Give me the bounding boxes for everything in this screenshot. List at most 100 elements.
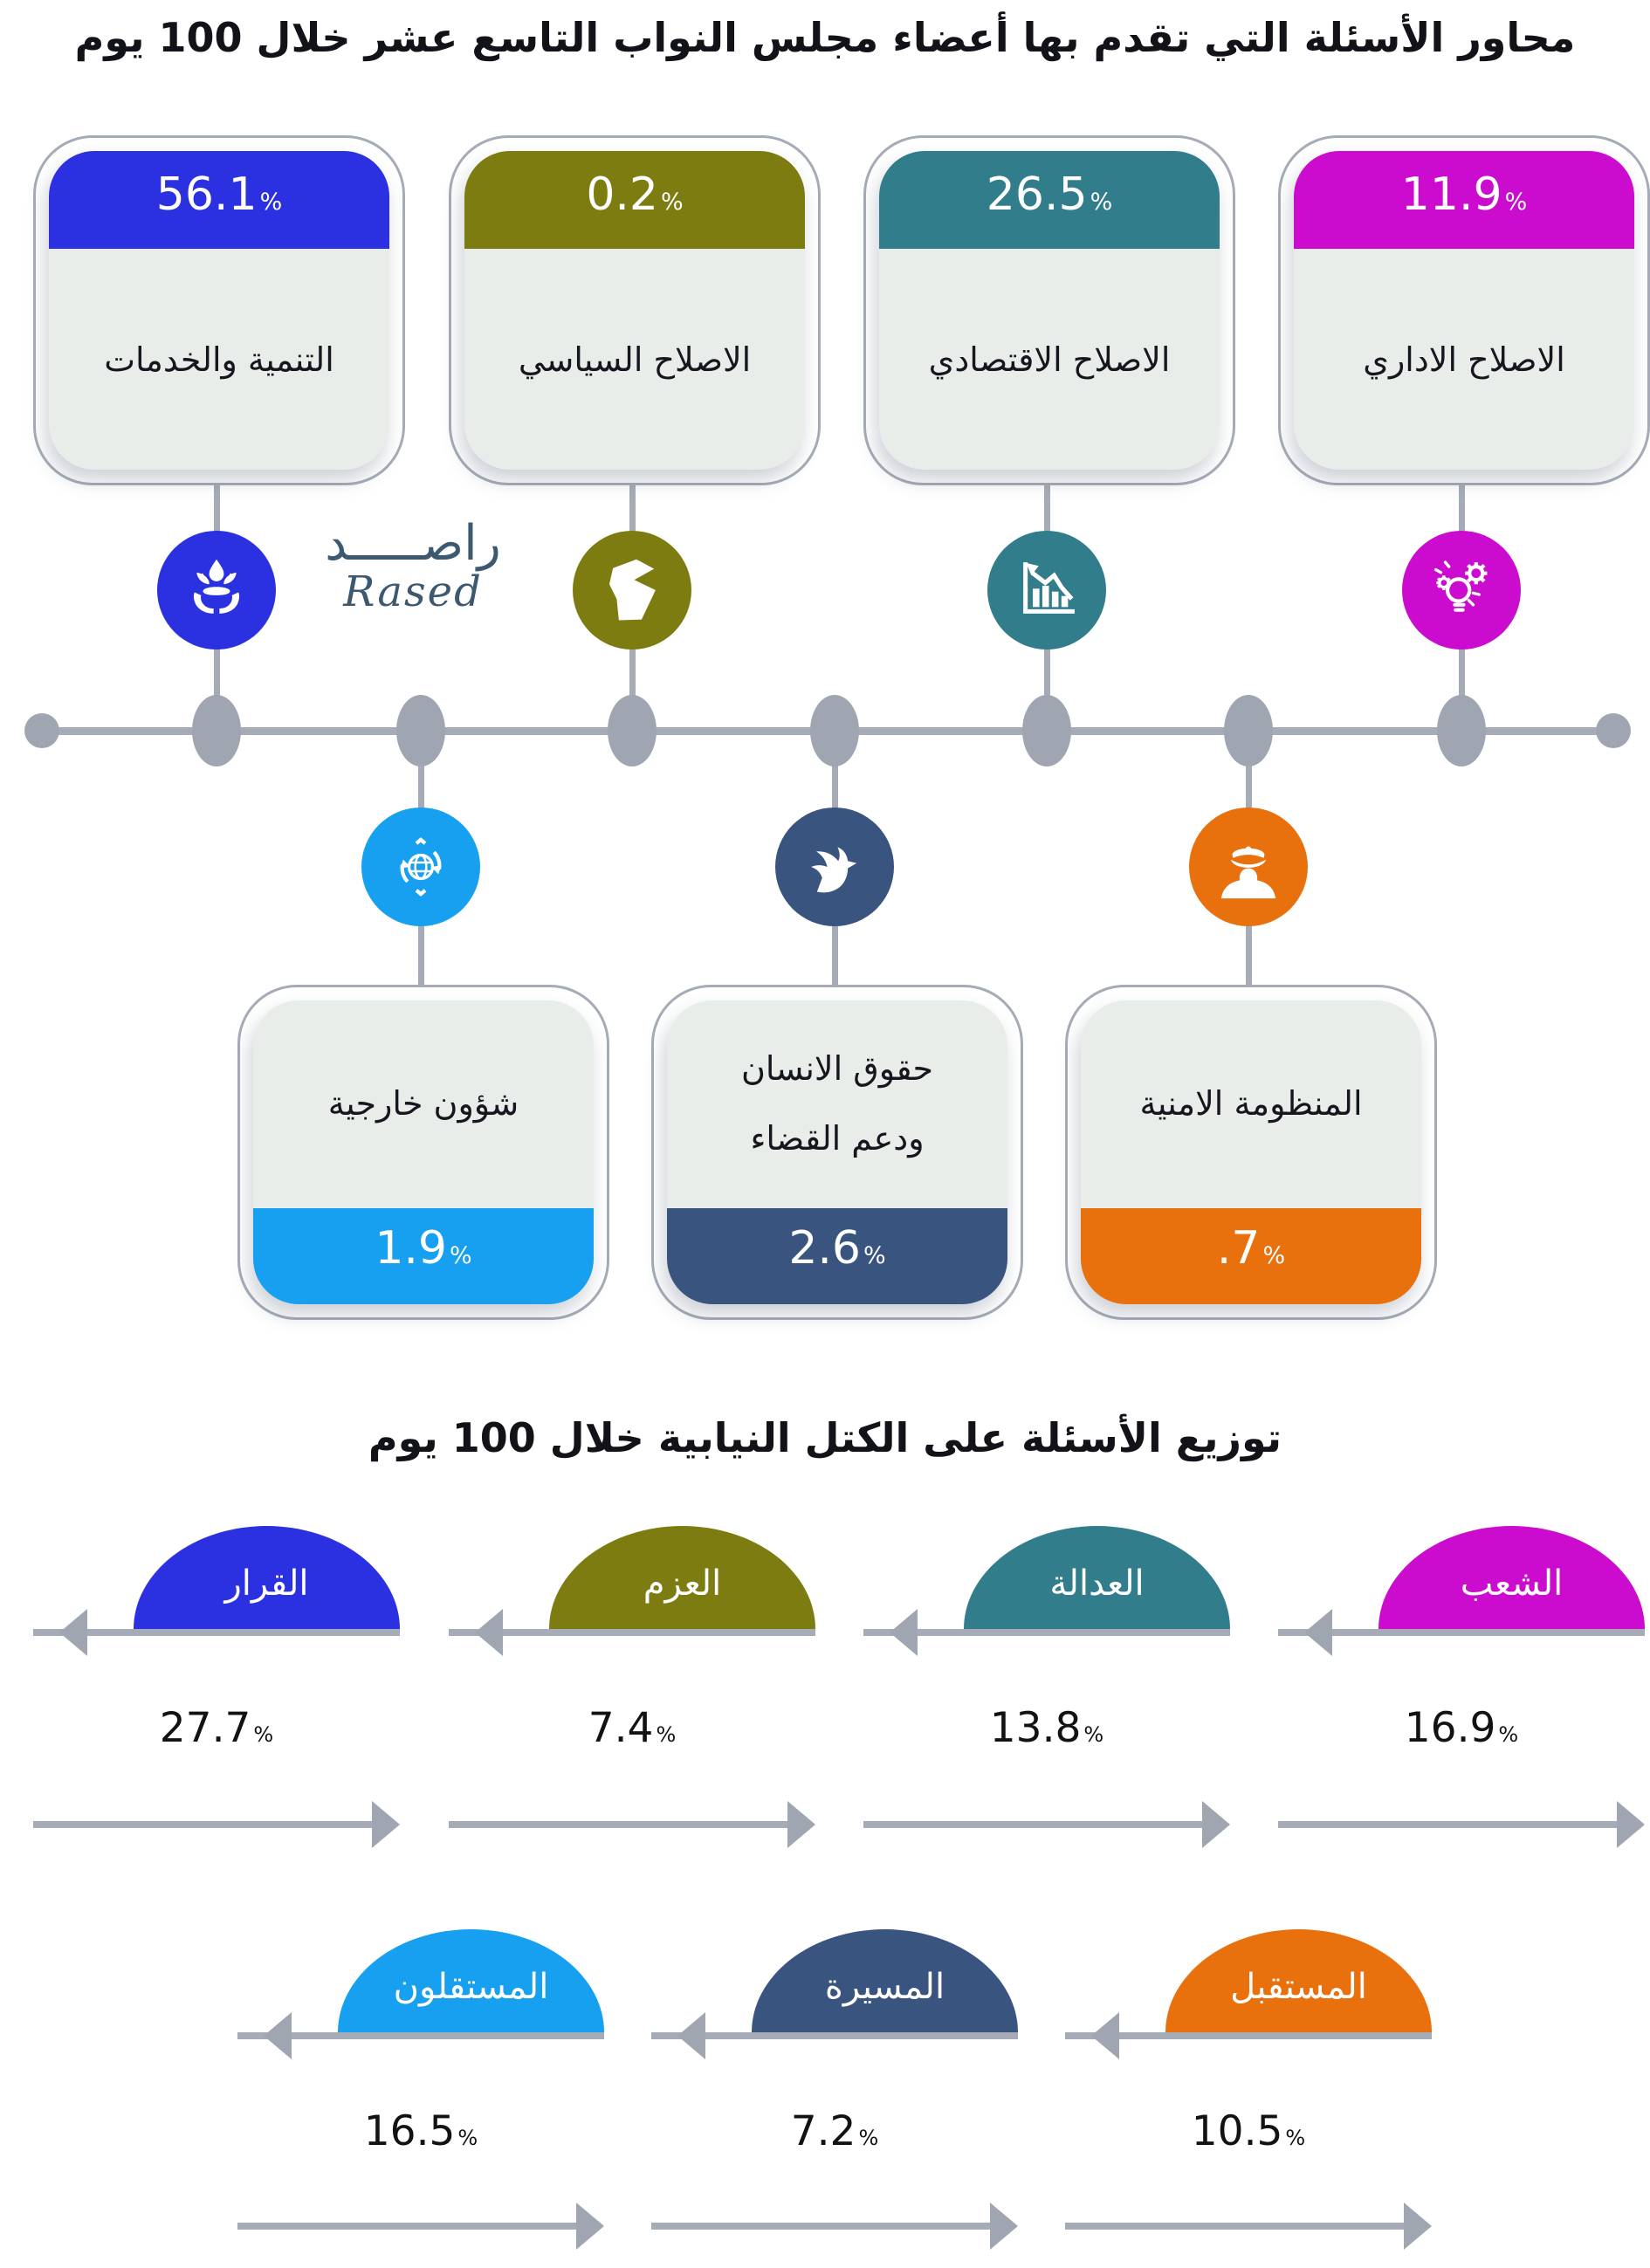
topic-label: المنظومة الامنية <box>1081 1000 1421 1208</box>
bloc-baseline <box>1278 1629 1645 1636</box>
topic-percentage: 1.9 <box>375 1222 448 1275</box>
topic-percentage: 11.9 <box>1400 168 1502 221</box>
dove-icon <box>775 808 894 926</box>
bloc-name: المستقلون <box>393 1967 549 2007</box>
idea-gears-icon <box>1402 531 1521 649</box>
timeline-dot <box>192 695 241 766</box>
topic-card-body: 56.1% التنمية والخدمات <box>49 151 389 470</box>
topic-label-line: ودعم القضاء <box>750 1119 925 1158</box>
percent-sign: % <box>1498 1722 1519 1747</box>
bloc-baseline <box>863 1629 1230 1636</box>
section1-title: محاور الأسئلة التي تقدم بها أعضاء مجلس ا… <box>74 14 1576 61</box>
bloc-percentage-value: 27.7 <box>159 1704 251 1752</box>
bloc-baseline <box>651 2032 1018 2039</box>
left-arrow-icon <box>677 2012 705 2059</box>
rased-logo-latin: Rased <box>343 567 483 616</box>
bloc-name: الشعب <box>1460 1564 1564 1604</box>
timeline-end-dot <box>1596 713 1631 748</box>
bloc-dome-adala: العدالة <box>964 1526 1230 1629</box>
divider-arrow-line <box>1065 2223 1406 2230</box>
divider-arrow-line <box>237 2223 578 2230</box>
topic-label: التنمية والخدمات <box>104 340 334 379</box>
bloc-baseline <box>1065 2032 1432 2039</box>
bloc-name: العدالة <box>1049 1564 1145 1604</box>
right-arrow-icon <box>1617 1801 1645 1848</box>
topic-card-body: المنظومة الامنية .7% <box>1081 1000 1421 1304</box>
right-arrow-icon <box>576 2203 604 2250</box>
bloc-percentage-value: 13.8 <box>989 1704 1082 1752</box>
percent-sign: % <box>1262 1242 1286 1269</box>
bloc-dome-mustaqillun: المستقلون <box>338 1929 604 2032</box>
bloc-dome-shaab: الشعب <box>1378 1526 1645 1629</box>
bloc-name: القرار <box>224 1564 309 1604</box>
topic-percentage: 56.1 <box>155 168 258 221</box>
section2-title: توزيع الأسئلة على الكتل النيابية خلال 10… <box>368 1414 1282 1461</box>
percent-sign: % <box>863 1242 886 1269</box>
timeline-dot <box>608 695 657 766</box>
right-arrow-icon <box>372 1801 400 1848</box>
percent-sign: % <box>1504 189 1528 216</box>
topic-card-footer: 1.9% <box>253 1208 594 1304</box>
topic-label-line: شؤون خارجية <box>327 1084 519 1124</box>
topic-card-economic-reform: 26.5% الاصلاح الاقتصادي <box>863 135 1235 485</box>
percent-sign: % <box>1285 2126 1306 2150</box>
timeline-dot <box>810 695 859 766</box>
bloc-dome-masira: المسيرة <box>752 1929 1018 2032</box>
topic-percentage: .7 <box>1216 1222 1261 1275</box>
right-arrow-icon <box>1404 2203 1432 2250</box>
topic-percentage: 26.5 <box>986 168 1088 221</box>
topic-percentage: 2.6 <box>788 1222 862 1275</box>
timeline-end-dot <box>24 713 59 748</box>
bloc-dome-qarar: القرار <box>134 1526 400 1629</box>
topic-label-line: المنظومة الامنية <box>1139 1084 1363 1124</box>
topic-card-human-rights: حقوق الانسان ودعم القضاء 2.6% <box>651 985 1023 1320</box>
divider-arrow-line <box>33 1821 374 1828</box>
jordan-map-icon <box>573 531 691 649</box>
divider-arrow-line <box>863 1821 1204 1828</box>
percent-sign: % <box>450 1242 472 1269</box>
percent-sign: % <box>858 2126 879 2150</box>
bloc-percentage: 16.5% <box>237 2111 604 2152</box>
divider-arrow-line <box>449 1821 789 1828</box>
percent-sign: % <box>656 1722 677 1747</box>
topic-label: الاصلاح السياسي <box>518 340 752 379</box>
timeline-dot <box>1022 695 1071 766</box>
bloc-name: المسيرة <box>824 1967 945 2007</box>
divider-arrow-line <box>651 2223 992 2230</box>
bloc-percentage-value: 16.5 <box>363 2107 456 2155</box>
topic-card-body: 0.2% الاصلاح السياسي <box>464 151 805 470</box>
rased-logo-arabic: راصـــــد <box>325 515 501 572</box>
bloc-percentage: 27.7% <box>33 1708 400 1749</box>
bloc-percentage: 7.2% <box>651 2111 1018 2152</box>
left-arrow-icon <box>890 1609 918 1656</box>
left-arrow-icon <box>1304 1609 1332 1656</box>
divider-arrow-line <box>1278 1821 1619 1828</box>
topic-label: الاصلاح الاداري <box>1363 340 1565 379</box>
bloc-baseline <box>237 2032 604 2039</box>
topic-card-header: 11.9% <box>1294 151 1634 249</box>
bloc-percentage-value: 16.9 <box>1404 1704 1496 1752</box>
percent-sign: % <box>259 189 283 216</box>
bloc-percentage-value: 7.2 <box>790 2107 856 2155</box>
percent-sign: % <box>1083 1722 1104 1747</box>
topic-label: شؤون خارجية <box>253 1000 594 1208</box>
topic-card-footer: 2.6% <box>667 1208 1007 1304</box>
bloc-percentage: 10.5% <box>1065 2111 1432 2152</box>
topic-card-administrative-reform: 11.9% الاصلاح الاداري <box>1278 135 1650 485</box>
timeline-dot <box>396 695 445 766</box>
bloc-dome-azm: العزم <box>549 1526 815 1629</box>
topic-card-development: 56.1% التنمية والخدمات <box>33 135 405 485</box>
percent-sign: % <box>457 2126 478 2150</box>
topic-card-body: 11.9% الاصلاح الاداري <box>1294 151 1634 470</box>
bloc-percentage: 7.4% <box>449 1708 815 1749</box>
topic-card-body: شؤون خارجية 1.9% <box>253 1000 594 1304</box>
bloc-percentage: 16.9% <box>1278 1708 1645 1749</box>
right-arrow-icon <box>787 1801 815 1848</box>
topic-label: حقوق الانسان ودعم القضاء <box>667 1000 1007 1208</box>
topic-label: الاصلاح الاقتصادي <box>928 340 1171 379</box>
topic-card-political-reform: 0.2% الاصلاح السياسي <box>449 135 821 485</box>
topic-label-line: حقوق الانسان <box>740 1049 934 1089</box>
bloc-baseline <box>33 1629 400 1636</box>
declining-chart-icon <box>987 531 1106 649</box>
